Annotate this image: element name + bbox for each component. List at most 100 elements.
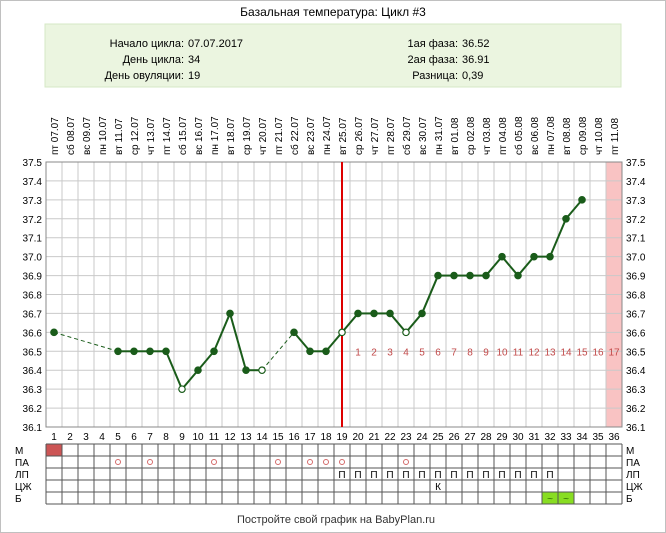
summary-value: 19 <box>188 70 200 82</box>
symptom-row-label: ЦЖ <box>626 482 643 493</box>
data-point <box>114 347 122 356</box>
y-tick-label: 37.2 <box>23 215 43 226</box>
chart-title: Базальная температура: Цикл #3 <box>240 5 426 19</box>
x-tick-label: 22 <box>384 432 396 443</box>
data-point <box>290 328 298 337</box>
x-tick-label: 18 <box>320 432 332 443</box>
data-point-hollow <box>338 328 346 337</box>
x-tick-label: 25 <box>432 432 444 443</box>
symptom-mark: П <box>354 470 361 481</box>
data-point-hollow <box>178 385 186 393</box>
footer-text: Постройте свой график на BabyPlan.ru <box>237 514 435 526</box>
phase2-day-label: 4 <box>403 347 409 358</box>
data-point <box>562 214 570 223</box>
x-tick-label: 34 <box>576 432 588 443</box>
summary-label: 1ая фаза: <box>407 38 458 50</box>
symptom-row-label: Б <box>15 494 22 505</box>
phase2-day-label: 12 <box>528 347 540 358</box>
date-label: пт 07.07 <box>50 117 61 155</box>
data-point-hollow <box>258 366 266 375</box>
data-point <box>370 309 378 318</box>
date-label: чт 13.07 <box>146 117 157 155</box>
phase2-day-label: 7 <box>451 347 457 358</box>
y-tick-label: 36.8 <box>626 291 646 302</box>
x-tick-label: 35 <box>592 432 604 443</box>
date-label: вт 25.07 <box>338 117 349 155</box>
series-segment <box>405 312 423 334</box>
x-tick-label: 4 <box>99 432 105 443</box>
date-label: сб 15.07 <box>177 116 189 155</box>
data-point <box>498 252 506 261</box>
date-label: вт 01.08 <box>450 117 461 155</box>
phase2-day-label: 14 <box>560 347 572 358</box>
summary-label: 2ая фаза: <box>407 54 458 66</box>
series-segment <box>421 275 439 314</box>
date-label: чт 03.08 <box>482 117 493 155</box>
x-tick-label: 15 <box>272 432 284 443</box>
data-point-hollow <box>402 328 410 337</box>
symptom-circle <box>339 459 345 465</box>
y-tick-label: 36.1 <box>626 423 646 434</box>
y-tick-label: 36.3 <box>626 385 646 396</box>
date-label: ср 19.07 <box>242 116 253 155</box>
cycle-summary: Начало цикла: 07.07.2017 День цикла: 34 День… <box>105 38 490 82</box>
series-gap-segment <box>261 332 295 371</box>
date-label: чт 10.08 <box>594 117 605 155</box>
y-tick-label: 36.8 <box>23 291 43 302</box>
x-tick-label: 9 <box>179 432 185 443</box>
data-point <box>162 347 170 356</box>
date-label: пт 11.08 <box>610 118 621 155</box>
date-label: вс 06.08 <box>530 117 541 155</box>
symptom-circle <box>211 459 217 465</box>
summary-value: 34 <box>188 54 200 66</box>
y-tick-label: 37.3 <box>626 196 646 207</box>
phase2-day-label: 1 <box>355 347 361 358</box>
symptom-mark: П <box>482 470 489 481</box>
date-label: сб 29.07 <box>401 116 413 155</box>
series-segment <box>325 331 343 352</box>
x-tick-label: 3 <box>83 432 89 443</box>
y-tick-label: 37.1 <box>626 234 646 245</box>
phase2-day-label: 8 <box>467 347 473 358</box>
symptom-circle <box>403 459 409 465</box>
x-tick-label: 21 <box>368 432 380 443</box>
date-label: сб 08.07 <box>65 116 77 155</box>
date-label: пт 14.07 <box>162 117 173 155</box>
temperature-series <box>50 196 586 393</box>
symptom-mark: П <box>434 470 441 481</box>
data-point <box>146 347 154 356</box>
x-tick-label: 31 <box>528 432 540 443</box>
symptom-row-label: ПА <box>626 458 640 469</box>
series-segment <box>181 369 199 390</box>
y-tick-label: 36.7 <box>23 309 43 320</box>
series-segment <box>229 313 247 371</box>
x-tick-label: 27 <box>464 432 476 443</box>
date-label: пн 07.08 <box>546 116 557 155</box>
date-label: пн 24.07 <box>322 116 333 155</box>
x-tick-label: 30 <box>512 432 524 443</box>
date-label: ср 26.07 <box>354 116 365 155</box>
phase2-day-label: 5 <box>419 347 425 358</box>
x-tick-label: 6 <box>131 432 137 443</box>
data-point <box>194 366 202 375</box>
series-segment <box>389 312 407 334</box>
series-segment <box>293 331 311 352</box>
phase2-day-label: 6 <box>435 347 441 358</box>
y-tick-label: 36.9 <box>626 272 646 283</box>
symptom-mark: П <box>546 470 553 481</box>
data-point <box>482 271 490 280</box>
x-tick-label: 1 <box>51 432 57 443</box>
x-axis: 1 2 3 4 5 6 7 8 9 10 11 12 13 14 15 16 17 18 19 20 21 22 23 24 2… <box>51 432 620 443</box>
symptom-fill <box>558 492 574 504</box>
y-tick-label: 37.0 <box>23 253 43 264</box>
date-label: чт 20.07 <box>258 117 269 155</box>
y-tick-label: 37.3 <box>23 196 43 207</box>
symptom-mark: П <box>338 470 345 481</box>
symptom-mark: П <box>386 470 393 481</box>
series-segment <box>549 218 567 258</box>
data-point <box>210 347 218 356</box>
summary-value: 36.91 <box>462 54 490 66</box>
date-label: ср 02.08 <box>466 116 477 155</box>
date-label: пн 17.07 <box>210 116 221 155</box>
y-tick-label: 37.4 <box>23 177 43 188</box>
